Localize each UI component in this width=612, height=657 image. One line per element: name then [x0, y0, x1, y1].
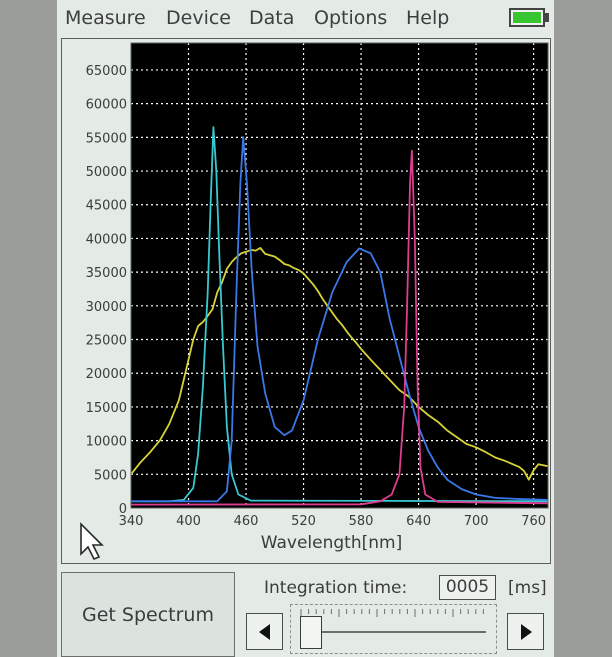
- y-tick-label: 60000: [86, 98, 127, 113]
- y-tick-label: 20000: [86, 367, 127, 382]
- x-tick-label: 760: [521, 514, 546, 529]
- battery-level-fill: [513, 12, 541, 23]
- plot-border: [130, 42, 549, 509]
- slider-increase-button[interactable]: [507, 613, 544, 650]
- y-tick-label: 50000: [86, 165, 127, 180]
- menu-measure[interactable]: Measure: [65, 7, 146, 29]
- slider-thumb[interactable]: [300, 616, 322, 649]
- left-arrow-icon: [259, 624, 270, 640]
- menu-help[interactable]: Help: [406, 7, 450, 29]
- x-tick-label: 700: [464, 514, 489, 529]
- menu-device[interactable]: Device: [166, 7, 231, 29]
- y-tick-label: 30000: [86, 300, 127, 315]
- menu-options[interactable]: Options: [314, 7, 388, 29]
- y-tick-label: 55000: [86, 131, 127, 146]
- integration-time-slider[interactable]: [290, 604, 497, 654]
- x-axis-label: Wavelength[nm]: [261, 533, 402, 553]
- x-tick-label: 640: [406, 514, 431, 529]
- get-spectrum-button[interactable]: Get Spectrum: [61, 572, 235, 657]
- x-tick-label: 340: [119, 514, 144, 529]
- y-tick-label: 25000: [86, 334, 127, 349]
- spectrum-chart: 0 5000 10000 15000 20000 25000 30000 35000 40000…: [86, 42, 549, 553]
- x-tick-label: 460: [234, 514, 259, 529]
- y-tick-label: 35000: [86, 266, 127, 281]
- integration-time-label: Integration time:: [264, 578, 408, 598]
- pointer-arrow-icon: [80, 522, 104, 561]
- x-tick-label: 580: [349, 514, 374, 529]
- y-tick-label: 45000: [86, 199, 127, 214]
- y-tick-label: 5000: [94, 468, 127, 483]
- spectrum-series-line-4: [130, 149, 549, 506]
- menu-data[interactable]: Data: [249, 7, 295, 29]
- spectrum-plot-frame: 0 5000 10000 15000 20000 25000 30000 35000 40000…: [61, 38, 551, 564]
- spectrum-series-line-3: [131, 136, 549, 503]
- battery-icon: [509, 8, 545, 27]
- integration-time-field[interactable]: 0005: [439, 575, 496, 600]
- y-tick-label: 40000: [86, 232, 127, 247]
- slider-track: [301, 631, 486, 633]
- menu-bar: Measure Device Data Options Help: [57, 0, 554, 38]
- y-tick-label: 65000: [86, 64, 127, 79]
- right-arrow-icon: [521, 624, 532, 640]
- spectrum-series-line-2: [131, 126, 549, 503]
- slider-decrease-button[interactable]: [246, 613, 283, 650]
- integration-time-unit: [ms]: [508, 578, 547, 598]
- y-tick-label: 10000: [86, 435, 127, 450]
- x-tick-label: 520: [291, 514, 316, 529]
- device-screen: Measure Device Data Options Help 0 5000 10000 1…: [57, 0, 554, 657]
- battery-tip: [545, 13, 549, 22]
- slider-ticks: [300, 609, 484, 617]
- y-tick-label: 0: [119, 502, 127, 517]
- x-tick-label: 400: [176, 514, 201, 529]
- y-tick-label: 15000: [86, 401, 127, 416]
